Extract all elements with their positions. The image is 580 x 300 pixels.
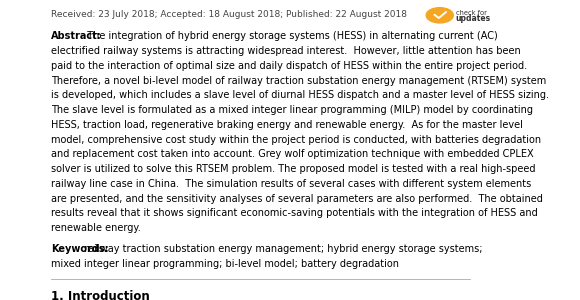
Text: renewable energy.: renewable energy. <box>51 223 140 233</box>
Text: railway traction substation energy management; hybrid energy storage systems;: railway traction substation energy manag… <box>78 244 483 254</box>
Text: electrified railway systems is attracting widespread interest.  However, little : electrified railway systems is attractin… <box>51 46 521 56</box>
Text: and replacement cost taken into account. Grey wolf optimization technique with e: and replacement cost taken into account.… <box>51 149 534 159</box>
Text: 1. Introduction: 1. Introduction <box>51 290 150 300</box>
Text: are presented, and the sensitivity analyses of several parameters are also perfo: are presented, and the sensitivity analy… <box>51 194 543 204</box>
Text: paid to the interaction of optimal size and daily dispatch of HESS within the en: paid to the interaction of optimal size … <box>51 61 527 71</box>
Text: Received: 23 July 2018; Accepted: 18 August 2018; Published: 22 August 2018: Received: 23 July 2018; Accepted: 18 Aug… <box>51 11 407 20</box>
Text: model, comprehensive cost study within the project period is conducted, with bat: model, comprehensive cost study within t… <box>51 135 541 145</box>
Text: check for: check for <box>456 10 487 16</box>
Text: solver is utilized to solve this RTSEM problem. The proposed model is tested wit: solver is utilized to solve this RTSEM p… <box>51 164 535 174</box>
Text: The integration of hybrid energy storage systems (HESS) in alternating current (: The integration of hybrid energy storage… <box>81 32 498 41</box>
Text: results reveal that it shows significant economic-saving potentials with the int: results reveal that it shows significant… <box>51 208 538 218</box>
Text: updates: updates <box>456 14 491 22</box>
Text: railway line case in China.  The simulation results of several cases with differ: railway line case in China. The simulati… <box>51 179 531 189</box>
Text: The slave level is formulated as a mixed integer linear programming (MILP) model: The slave level is formulated as a mixed… <box>51 105 533 115</box>
Text: Therefore, a novel bi-level model of railway traction substation energy manageme: Therefore, a novel bi-level model of rai… <box>51 76 546 85</box>
Circle shape <box>426 8 454 23</box>
Text: HESS, traction load, regenerative braking energy and renewable energy.  As for t: HESS, traction load, regenerative brakin… <box>51 120 523 130</box>
Text: Keywords:: Keywords: <box>51 244 108 254</box>
Text: is developed, which includes a slave level of diurnal HESS dispatch and a master: is developed, which includes a slave lev… <box>51 90 549 100</box>
Text: Abstract:: Abstract: <box>51 32 102 41</box>
Text: mixed integer linear programming; bi-level model; battery degradation: mixed integer linear programming; bi-lev… <box>51 259 399 269</box>
